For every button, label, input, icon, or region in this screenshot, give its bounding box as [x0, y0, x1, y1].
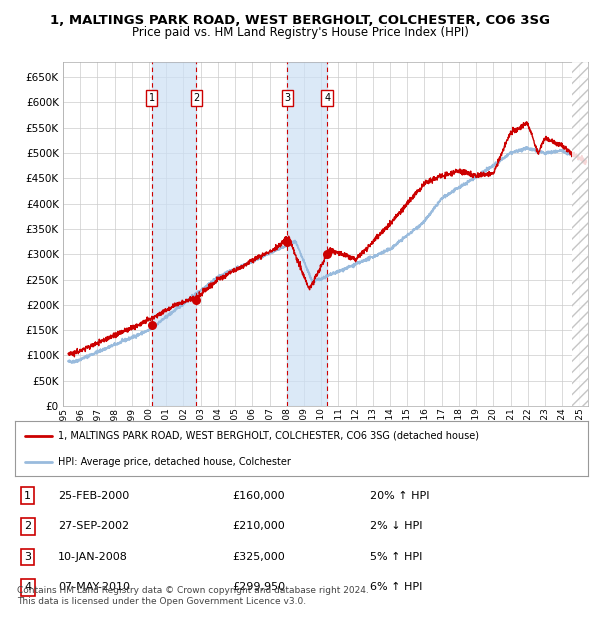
- Text: 1, MALTINGS PARK ROAD, WEST BERGHOLT, COLCHESTER, CO6 3SG (detached house): 1, MALTINGS PARK ROAD, WEST BERGHOLT, CO…: [58, 431, 479, 441]
- Bar: [287, 62, 327, 406]
- Text: 20% ↑ HPI: 20% ↑ HPI: [370, 491, 430, 501]
- Text: 2: 2: [193, 93, 200, 103]
- Text: £325,000: £325,000: [233, 552, 286, 562]
- Text: 10-JAN-2008: 10-JAN-2008: [58, 552, 128, 562]
- Text: 1: 1: [24, 491, 31, 501]
- Text: £160,000: £160,000: [233, 491, 286, 501]
- Text: 1, MALTINGS PARK ROAD, WEST BERGHOLT, COLCHESTER, CO6 3SG: 1, MALTINGS PARK ROAD, WEST BERGHOLT, CO…: [50, 14, 550, 27]
- Text: 6% ↑ HPI: 6% ↑ HPI: [370, 582, 422, 592]
- Text: 3: 3: [284, 93, 290, 103]
- Text: 4: 4: [24, 582, 31, 592]
- Text: £299,950: £299,950: [233, 582, 286, 592]
- Bar: [572, 62, 589, 406]
- Text: 2: 2: [24, 521, 31, 531]
- Text: Contains HM Land Registry data © Crown copyright and database right 2024.
This d: Contains HM Land Registry data © Crown c…: [17, 585, 368, 606]
- Text: 5% ↑ HPI: 5% ↑ HPI: [370, 552, 422, 562]
- Bar: [152, 62, 196, 406]
- Text: 3: 3: [24, 552, 31, 562]
- Text: 1: 1: [149, 93, 155, 103]
- Text: 27-SEP-2002: 27-SEP-2002: [58, 521, 129, 531]
- Text: Price paid vs. HM Land Registry's House Price Index (HPI): Price paid vs. HM Land Registry's House …: [131, 26, 469, 39]
- Text: 2% ↓ HPI: 2% ↓ HPI: [370, 521, 423, 531]
- Text: HPI: Average price, detached house, Colchester: HPI: Average price, detached house, Colc…: [58, 457, 291, 467]
- Text: £210,000: £210,000: [233, 521, 286, 531]
- Text: 07-MAY-2010: 07-MAY-2010: [58, 582, 130, 592]
- Text: 4: 4: [324, 93, 330, 103]
- Text: 25-FEB-2000: 25-FEB-2000: [58, 491, 129, 501]
